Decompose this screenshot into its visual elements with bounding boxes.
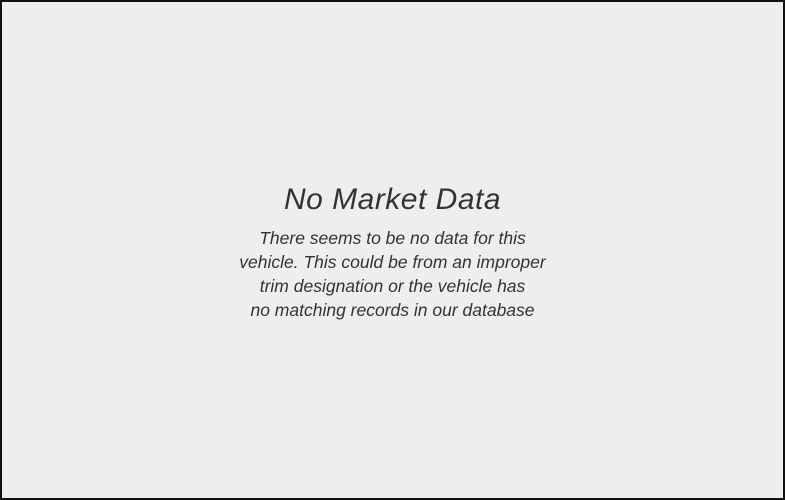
empty-state-title: No Market Data (283, 183, 502, 216)
empty-state-message: There seems to be no data for this vehic… (239, 228, 546, 320)
empty-state: No Market Data There seems to be no data… (2, 182, 783, 322)
